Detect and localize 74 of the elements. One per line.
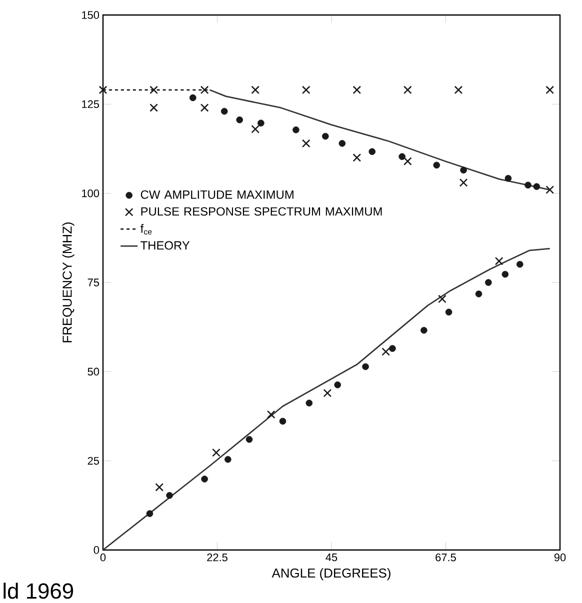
point bbox=[403, 86, 412, 94]
point bbox=[258, 120, 264, 126]
point bbox=[433, 162, 440, 169]
point bbox=[189, 94, 196, 102]
point bbox=[420, 326, 428, 334]
point bbox=[516, 260, 524, 268]
y-tick-label: 25 bbox=[88, 456, 100, 465]
point bbox=[220, 108, 228, 115]
point bbox=[292, 126, 300, 134]
point bbox=[494, 256, 504, 266]
y-tick-label: 75 bbox=[88, 278, 100, 286]
point bbox=[306, 400, 313, 406]
point bbox=[201, 476, 208, 482]
point bbox=[475, 290, 482, 298]
point bbox=[323, 388, 332, 398]
point bbox=[533, 183, 540, 190]
text: ld 1969 bbox=[4, 582, 74, 599]
x-tick-label: 0 bbox=[100, 554, 106, 562]
point bbox=[459, 178, 468, 187]
point bbox=[368, 148, 376, 155]
point bbox=[98, 86, 108, 94]
point bbox=[504, 174, 512, 182]
y-tick-label: 0 bbox=[94, 546, 100, 554]
point bbox=[546, 186, 554, 194]
x-tick-label: 45 bbox=[326, 554, 338, 562]
point bbox=[338, 140, 346, 147]
legend-label: CW AMPLITUDE MAXIMUM bbox=[140, 190, 294, 199]
point bbox=[352, 153, 362, 162]
point bbox=[362, 363, 369, 370]
x-tick-label: 67.5 bbox=[436, 554, 456, 562]
point bbox=[212, 448, 220, 457]
point bbox=[236, 116, 243, 124]
point bbox=[502, 270, 509, 278]
x-tick-label: 90 bbox=[554, 554, 566, 562]
point bbox=[524, 182, 532, 189]
point bbox=[200, 86, 209, 94]
point bbox=[460, 166, 467, 174]
point bbox=[146, 510, 154, 518]
point bbox=[403, 157, 412, 166]
point bbox=[445, 308, 452, 316]
y-tick-label: 50 bbox=[88, 368, 100, 376]
y-axis-title: FREQUENCY (MHZ) bbox=[62, 222, 74, 342]
point bbox=[251, 124, 260, 134]
point bbox=[302, 139, 310, 148]
legend-label: THEORY bbox=[140, 241, 190, 250]
point bbox=[302, 86, 310, 94]
y-tick-label: 125 bbox=[82, 100, 100, 108]
point bbox=[150, 104, 158, 112]
point bbox=[266, 410, 276, 419]
point bbox=[279, 418, 286, 425]
point bbox=[166, 492, 173, 499]
line-series bbox=[208, 89, 551, 190]
point bbox=[546, 86, 554, 94]
y-tick-label: 100 bbox=[82, 189, 100, 198]
point bbox=[251, 86, 260, 94]
point bbox=[389, 345, 396, 352]
legend-label: f$_{ce}$ bbox=[140, 224, 152, 235]
legend-label: PULSE RESPONSE SPECTRUM MAXIMUM bbox=[141, 207, 382, 216]
x-axis-title: ANGLE (DEGREES) bbox=[272, 568, 390, 580]
point bbox=[200, 104, 209, 112]
point bbox=[155, 483, 164, 492]
point bbox=[485, 279, 492, 286]
point bbox=[150, 86, 158, 94]
point bbox=[398, 153, 406, 160]
x-tick-label: 22.5 bbox=[207, 554, 228, 562]
point bbox=[454, 86, 463, 94]
y-tick-label: 150 bbox=[82, 11, 100, 19]
point bbox=[334, 381, 341, 388]
point bbox=[246, 436, 253, 443]
point bbox=[382, 348, 390, 356]
point bbox=[322, 132, 329, 140]
point bbox=[224, 456, 232, 463]
point bbox=[438, 294, 446, 304]
point bbox=[352, 86, 362, 94]
